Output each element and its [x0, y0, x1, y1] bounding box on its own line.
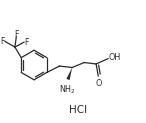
Text: F: F: [0, 37, 5, 46]
Text: O: O: [96, 79, 102, 88]
Polygon shape: [66, 68, 72, 80]
Text: NH$_2$: NH$_2$: [59, 84, 76, 96]
Text: HCl: HCl: [69, 105, 87, 115]
Text: F: F: [24, 38, 29, 47]
Text: F: F: [14, 30, 19, 39]
Text: OH: OH: [109, 53, 121, 62]
